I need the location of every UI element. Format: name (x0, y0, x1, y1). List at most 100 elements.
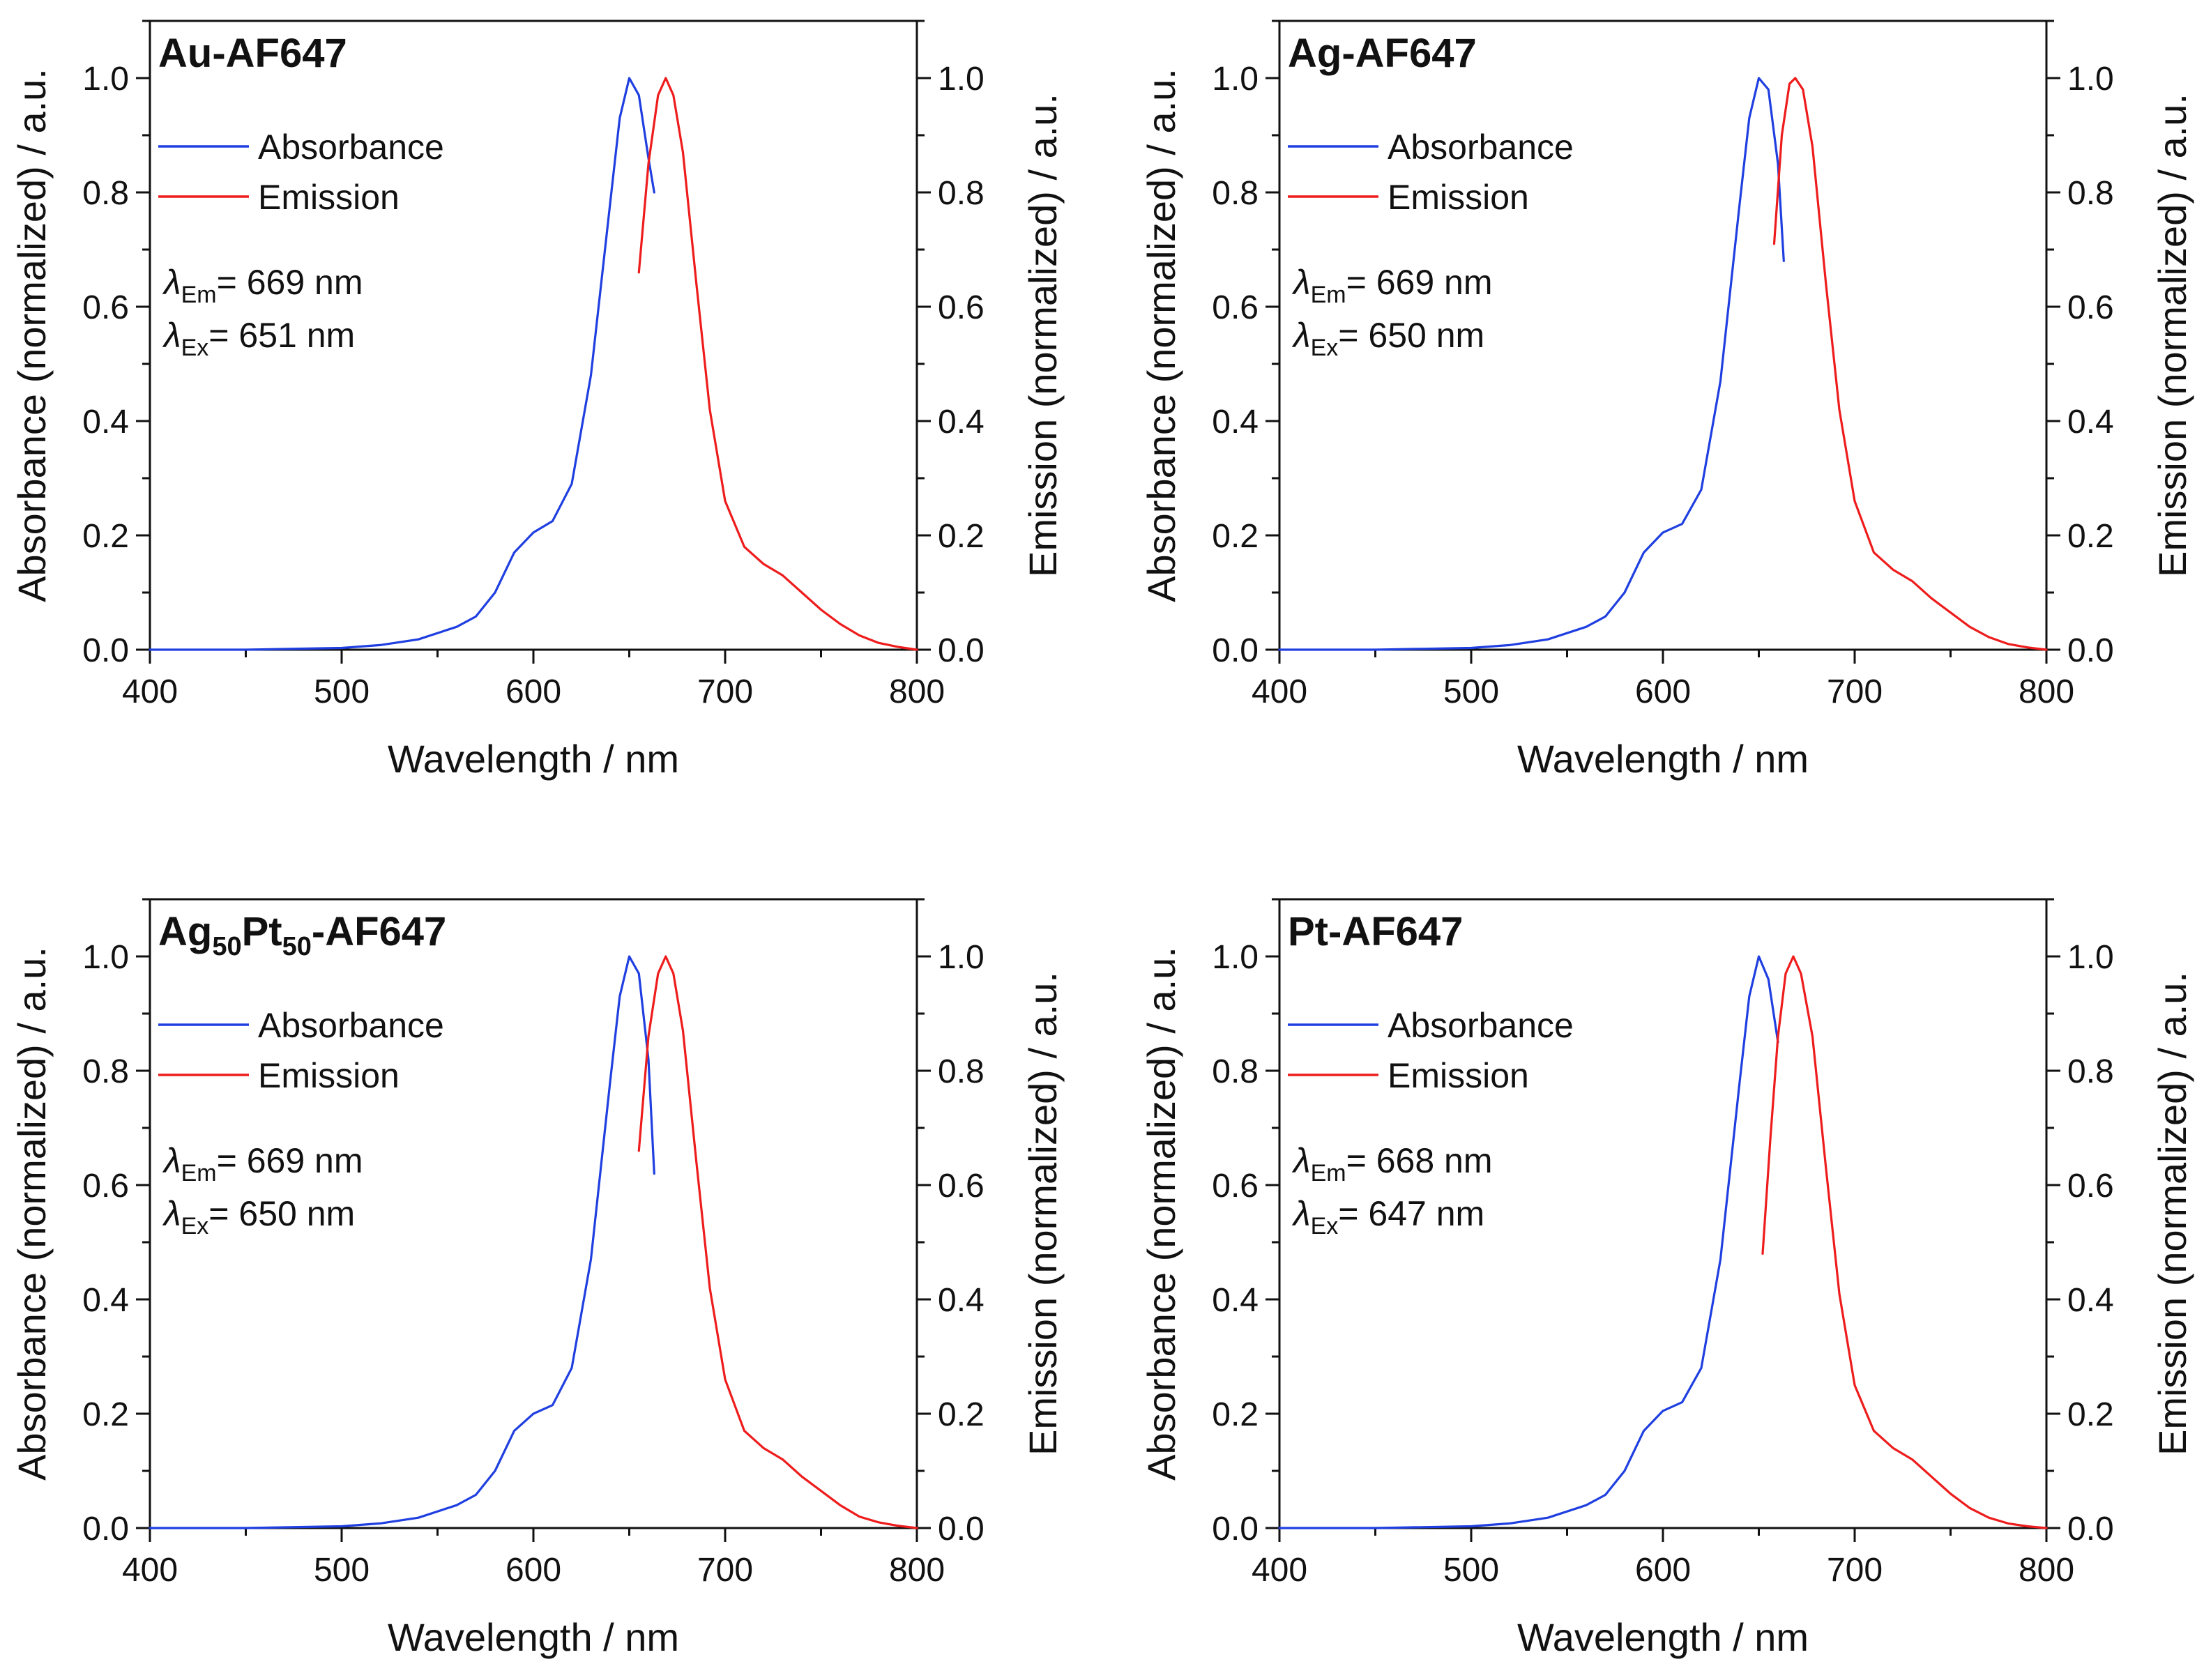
chart-panel-2: 400 500 600 700 800 0.0 0.0 0.2 0.2 0.4 0.4 0.6 0.6 0… (1139, 20, 2194, 781)
x-tick-label: 700 (697, 1552, 753, 1589)
lambda-em-annotation: λEm= 668 nm (1291, 1141, 1492, 1186)
x-tick-label: 600 (1635, 1552, 1691, 1589)
y-left-tick-label: 1.0 (1212, 61, 1259, 98)
lambda-subscript: Ex (181, 1213, 209, 1239)
lambda-symbol: λ (162, 1194, 181, 1233)
title-part: -AF647 (312, 909, 446, 954)
lambda-subscript: Ex (181, 335, 209, 361)
y-left-tick-label: 0.0 (1212, 632, 1259, 669)
legend-label-emission: Emission (1388, 178, 1529, 217)
y-right-tick-label: 0.0 (938, 1511, 985, 1548)
absorbance-curve (149, 77, 655, 651)
y-right-tick-label: 0.6 (2067, 289, 2114, 326)
lambda-ex-annotation: λEx= 647 nm (1291, 1194, 1484, 1239)
emission-curve (1772, 77, 2048, 651)
emission-curve (637, 955, 918, 1529)
y-right-tick-label: 0.4 (2067, 404, 2114, 441)
y-left-tick-label: 0.8 (1212, 1053, 1259, 1090)
lambda-ex-annotation: λEx= 651 nm (162, 316, 355, 361)
title-subscript: 50 (282, 932, 312, 961)
lambda-value: = 650 nm (1338, 316, 1484, 355)
lambda-symbol: λ (1291, 263, 1311, 302)
y-left-tick-label: 0.6 (1212, 289, 1259, 326)
x-axis-title: Wavelength / nm (1517, 737, 1809, 781)
absorbance-curve (149, 955, 655, 1529)
y-right-tick-label: 1.0 (2067, 939, 2114, 976)
y-left-tick-label: 0.2 (82, 1396, 129, 1433)
y-right-tick-label: 0.0 (2067, 632, 2114, 669)
x-tick-label: 400 (1252, 673, 1307, 710)
emission-curve (637, 77, 918, 651)
lambda-ex-annotation: λEx= 650 nm (1291, 316, 1484, 361)
y-right-tick-label: 0.6 (2067, 1168, 2114, 1205)
y-right-tick-label: 0.2 (938, 1396, 985, 1433)
chart-panel-3: 400 500 600 700 800 0.0 0.0 0.2 0.2 0.4 0.4 0.6 0.6 0… (10, 898, 1065, 1659)
panel-title: Ag-AF647 (1288, 31, 1477, 76)
y-left-tick-label: 0.0 (82, 1511, 129, 1548)
lambda-value: = 669 nm (1346, 263, 1493, 302)
legend-label-absorbance: Absorbance (1388, 1006, 1574, 1045)
y-left-tick-label: 1.0 (82, 939, 129, 976)
x-tick-label: 800 (889, 1552, 945, 1589)
y-right-tick-label: 0.8 (938, 175, 985, 212)
y-left-tick-label: 1.0 (1212, 939, 1259, 976)
x-axis-title: Wavelength / nm (388, 737, 679, 781)
lambda-value: = 647 nm (1338, 1194, 1484, 1233)
x-tick-label: 800 (2019, 673, 2074, 710)
y-right-tick-label: 0.4 (938, 1282, 985, 1319)
y-left-tick-label: 0.2 (82, 518, 129, 555)
y-left-tick-label: 0.4 (1212, 1282, 1259, 1319)
y-axis-title-right: Emission (normalized) / a.u. (2150, 93, 2194, 577)
x-tick-label: 800 (889, 673, 945, 710)
y-right-tick-label: 0.8 (2067, 175, 2114, 212)
absorbance-curve (1278, 955, 1779, 1529)
legend-label-absorbance: Absorbance (258, 1006, 444, 1045)
x-tick-label: 800 (2019, 1552, 2074, 1589)
x-tick-label: 500 (1443, 673, 1499, 710)
lambda-symbol: λ (1291, 316, 1311, 355)
x-tick-label: 400 (122, 1552, 178, 1589)
y-left-tick-label: 0.6 (82, 289, 129, 326)
y-right-tick-label: 0.8 (938, 1053, 985, 1090)
y-left-tick-label: 0.8 (1212, 175, 1259, 212)
y-right-tick-label: 1.0 (938, 61, 985, 98)
y-right-tick-label: 0.6 (938, 289, 985, 326)
legend-label-emission: Emission (258, 178, 400, 217)
x-tick-label: 500 (1443, 1552, 1499, 1589)
legend-label-emission: Emission (258, 1056, 400, 1095)
y-axis-title-right: Emission (normalized) / a.u. (2150, 972, 2194, 1456)
title-part: Ag (158, 909, 212, 954)
y-left-tick-label: 0.6 (82, 1168, 129, 1205)
panel-title: Au-AF647 (158, 31, 347, 76)
y-right-tick-label: 0.0 (2067, 1511, 2114, 1548)
x-tick-label: 500 (314, 673, 370, 710)
lambda-value: = 669 nm (217, 263, 363, 302)
x-tick-label: 500 (314, 1552, 370, 1589)
lambda-subscript: Em (1311, 282, 1346, 308)
y-right-tick-label: 0.2 (2067, 518, 2114, 555)
y-left-tick-label: 0.8 (82, 175, 129, 212)
legend-label-absorbance: Absorbance (1388, 128, 1574, 167)
y-axis-title-left: Absorbance (normalized) / a.u. (10, 947, 54, 1481)
lambda-value: = 651 nm (208, 316, 355, 355)
y-right-tick-label: 0.2 (938, 518, 985, 555)
y-left-tick-label: 0.6 (1212, 1168, 1259, 1205)
x-tick-label: 700 (697, 673, 753, 710)
panel-title: Ag50Pt50-AF647 (158, 909, 446, 961)
legend-label-absorbance: Absorbance (258, 128, 444, 167)
y-left-tick-label: 0.0 (1212, 1511, 1259, 1548)
lambda-symbol: λ (162, 1141, 181, 1180)
lambda-symbol: λ (162, 316, 181, 355)
x-tick-label: 400 (1252, 1552, 1307, 1589)
lambda-subscript: Ex (1311, 1213, 1339, 1239)
emission-curve (1761, 955, 2048, 1529)
lambda-subscript: Em (1311, 1160, 1346, 1186)
y-axis-title-left: Absorbance (normalized) / a.u. (10, 68, 54, 602)
lambda-em-annotation: λEm= 669 nm (162, 263, 363, 308)
y-left-tick-label: 0.4 (82, 1282, 129, 1319)
y-right-tick-label: 0.0 (938, 632, 985, 669)
y-left-tick-label: 0.0 (82, 632, 129, 669)
title-part: Pt (242, 909, 282, 954)
y-left-tick-label: 0.2 (1212, 518, 1259, 555)
chart-panel-1: 400 500 600 700 800 0.0 0.0 0.2 0.2 0.4 0.4 0.6 0.6 0… (10, 20, 1065, 781)
